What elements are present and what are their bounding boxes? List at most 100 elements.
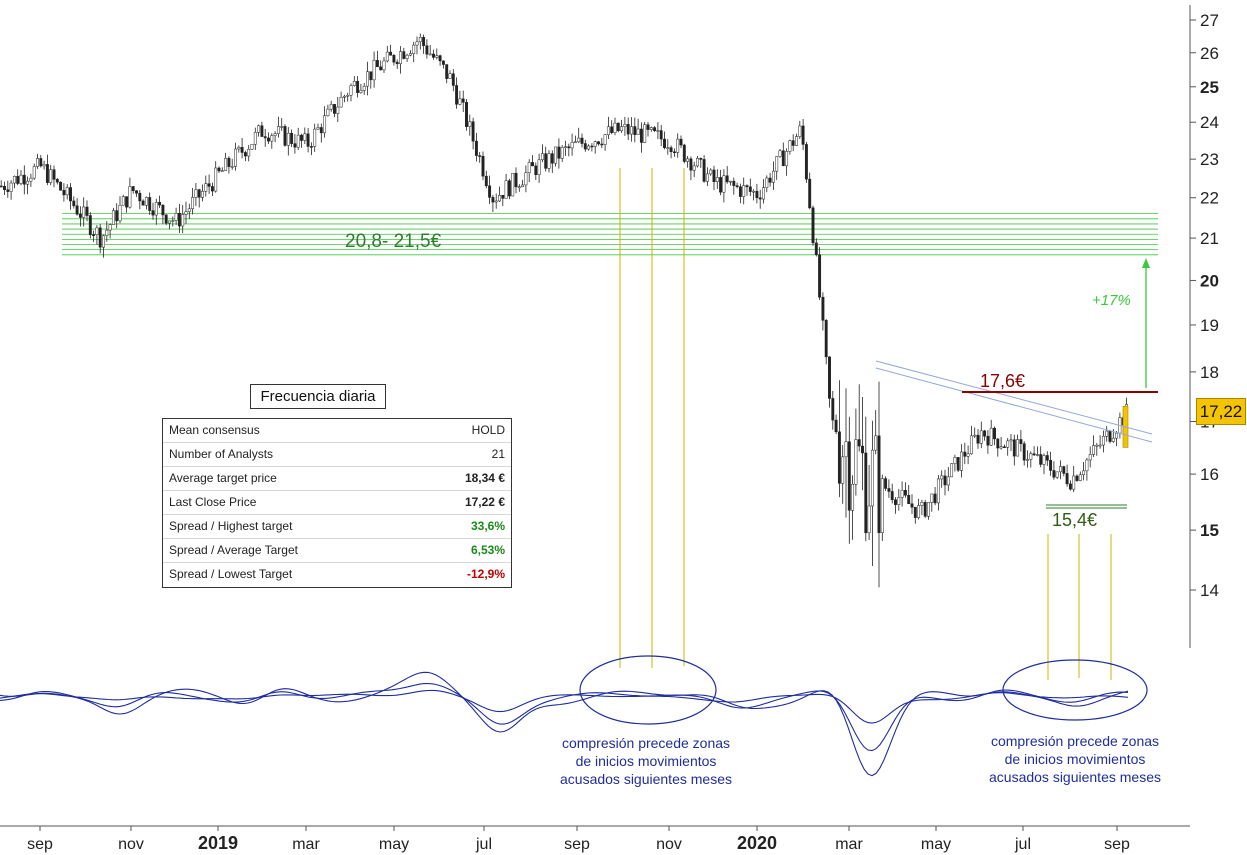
candle-body bbox=[313, 128, 317, 147]
x-axis-ticks: sep nov 2019 mar may jul sep nov 2020 mar may jul se… bbox=[27, 826, 1130, 853]
y-tick-label: 27 bbox=[1200, 11, 1219, 30]
candle-body bbox=[267, 137, 270, 142]
candle-body bbox=[0, 185, 3, 188]
y-tick-label: 14 bbox=[1200, 581, 1219, 600]
candle-body bbox=[801, 125, 805, 145]
candle-body bbox=[366, 71, 369, 87]
candle-body bbox=[973, 434, 977, 437]
candle-body bbox=[953, 457, 957, 464]
y-tick-label: 16 bbox=[1200, 465, 1219, 484]
candle-body bbox=[39, 158, 43, 167]
consensus-row: Number of Analysts 21 bbox=[163, 443, 511, 467]
candle-body bbox=[788, 140, 792, 152]
candle-body bbox=[729, 180, 732, 183]
candle-body bbox=[316, 127, 320, 130]
candle-body bbox=[1029, 453, 1033, 460]
candle-body bbox=[1035, 454, 1039, 456]
candle-body bbox=[676, 138, 680, 153]
compression-ellipse-2 bbox=[1002, 659, 1148, 721]
candle-body bbox=[342, 95, 346, 98]
annotation-2: compresión precede zonas de inicios movim… bbox=[989, 733, 1161, 785]
candle-body bbox=[412, 44, 416, 54]
candle-body bbox=[16, 176, 20, 184]
candle-body bbox=[1022, 443, 1026, 461]
candle-body bbox=[593, 141, 597, 147]
candle-body bbox=[702, 159, 706, 182]
candle-body bbox=[1075, 475, 1079, 481]
candle-body bbox=[481, 155, 485, 177]
candle-body bbox=[969, 435, 973, 455]
candle-body bbox=[148, 197, 152, 211]
candle-body bbox=[696, 158, 699, 167]
candle-body bbox=[725, 175, 729, 183]
candle-body bbox=[22, 174, 26, 185]
candle-body bbox=[672, 151, 676, 153]
candle-body bbox=[214, 167, 218, 192]
candle-body bbox=[75, 205, 79, 215]
candle-body bbox=[874, 435, 878, 451]
candle-body bbox=[385, 51, 389, 62]
candle-body bbox=[458, 98, 462, 105]
candle-body bbox=[768, 177, 772, 183]
candle-body bbox=[910, 503, 914, 508]
candle-body bbox=[207, 183, 211, 187]
candle-body bbox=[742, 185, 746, 197]
candle-body bbox=[851, 483, 855, 511]
candle-body bbox=[105, 229, 109, 236]
candle-body bbox=[847, 441, 851, 511]
candle-body bbox=[956, 457, 960, 471]
candle-body bbox=[940, 475, 944, 480]
candle-body bbox=[336, 106, 340, 114]
y-tick-label: 24 bbox=[1200, 113, 1219, 132]
candle-body bbox=[78, 213, 82, 218]
candle-body bbox=[121, 196, 125, 206]
candle-body bbox=[897, 497, 901, 505]
candle-body bbox=[283, 126, 287, 146]
frequency-label: Frecuencia diaria bbox=[250, 384, 386, 409]
candle-body bbox=[808, 178, 812, 209]
candle-body bbox=[976, 434, 980, 444]
consensus-table: Mean consensus HOLD Number of Analysts 21 Av… bbox=[162, 418, 512, 588]
candle-body bbox=[1095, 444, 1099, 447]
candle-body bbox=[983, 430, 987, 437]
y-axis-ticks: 1415161718192021222324252627 bbox=[1190, 11, 1219, 600]
candle-body bbox=[118, 204, 122, 222]
consensus-value: 18,34 € bbox=[464, 471, 505, 485]
consensus-row: Spread / Highest target 33,6% bbox=[163, 515, 511, 539]
candle-body bbox=[164, 214, 168, 224]
candle-body bbox=[603, 134, 607, 145]
candle-body bbox=[389, 51, 393, 56]
oscillator-panel bbox=[0, 671, 1129, 777]
candle-body bbox=[369, 71, 373, 81]
candle-body bbox=[484, 175, 488, 187]
candle-body bbox=[243, 152, 247, 157]
candle-body bbox=[692, 165, 696, 171]
candle-body bbox=[69, 187, 72, 202]
candle-body bbox=[224, 157, 228, 171]
candle-body bbox=[547, 153, 551, 169]
consensus-label: Average target price bbox=[169, 471, 277, 485]
candle-body bbox=[135, 190, 138, 194]
candle-body bbox=[501, 195, 505, 199]
candle-body bbox=[395, 61, 399, 65]
consensus-row: Last Close Price 17,22 € bbox=[163, 491, 511, 515]
candle-body bbox=[29, 177, 33, 182]
candle-body bbox=[418, 37, 422, 43]
candle-body bbox=[260, 125, 264, 137]
candle-body bbox=[544, 153, 548, 169]
candle-body bbox=[1055, 471, 1059, 478]
candle-body bbox=[554, 146, 558, 164]
candle-body bbox=[943, 475, 947, 486]
candle-body bbox=[557, 146, 561, 159]
candle-body bbox=[828, 356, 831, 399]
candle-body bbox=[144, 197, 148, 206]
consensus-value: 17,22 € bbox=[464, 495, 505, 509]
candle-body bbox=[303, 133, 307, 141]
candle-body bbox=[92, 234, 96, 236]
x-tick-label: nov bbox=[656, 836, 682, 853]
candle-body bbox=[191, 197, 195, 210]
candle-body bbox=[72, 200, 76, 207]
y-tick-label: 23 bbox=[1200, 150, 1219, 169]
candle-body bbox=[257, 125, 261, 133]
candle-body bbox=[432, 53, 435, 58]
